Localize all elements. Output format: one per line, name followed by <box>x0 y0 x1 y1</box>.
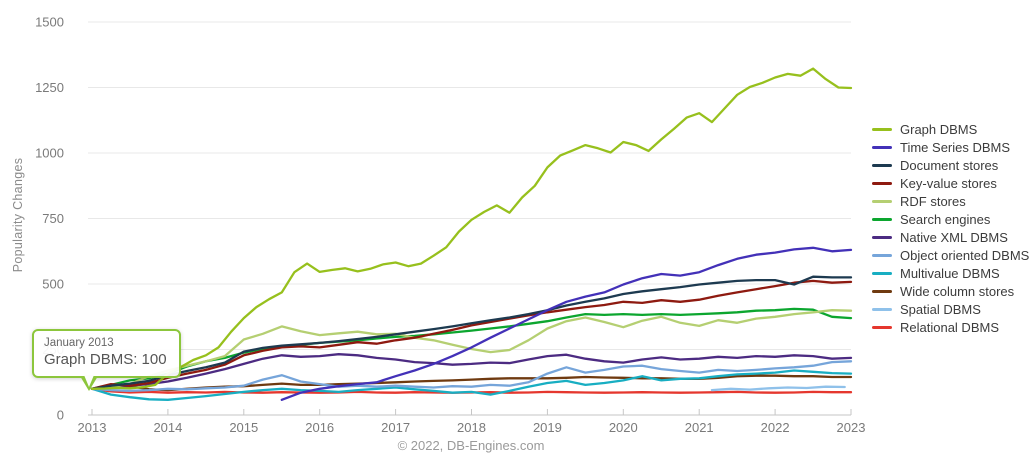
legend-item-graph-dbms[interactable]: Graph DBMS <box>872 120 1029 138</box>
series-line-graph-dbms[interactable] <box>90 67 853 390</box>
series-line-search-engines[interactable] <box>90 307 853 390</box>
legend-swatch <box>872 289 892 293</box>
x-tick-label-2023: 2023 <box>837 420 866 435</box>
copyright: © 2022, DB-Engines.com <box>397 438 545 453</box>
legend-swatch <box>872 145 892 149</box>
y-axis-title: Popularity Changes <box>11 157 25 273</box>
legend-item-time-series-dbms[interactable]: Time Series DBMS <box>872 138 1029 156</box>
x-tick-label-2016: 2016 <box>305 420 334 435</box>
legend-item-label: Document stores <box>900 157 999 173</box>
legend-item-rdf-stores[interactable]: RDF stores <box>872 192 1029 210</box>
legend-item-label: Search engines <box>900 211 991 227</box>
series-line-key-value-stores[interactable] <box>90 279 853 390</box>
x-tick-label-2021: 2021 <box>685 420 714 435</box>
legend-swatch <box>872 217 892 221</box>
tooltip: January 2013 Graph DBMS: 100 <box>32 329 181 391</box>
series-line-multivalue-dbms[interactable] <box>90 369 853 401</box>
series-line-spatial-dbms[interactable] <box>710 385 846 392</box>
legend-item-label: Relational DBMS <box>900 319 999 335</box>
y-tick-label-1000: 1000 <box>35 146 64 161</box>
legend-item-label: Time Series DBMS <box>900 139 1011 155</box>
x-tick-label-2020: 2020 <box>609 420 638 435</box>
series-line-time-series-dbms[interactable] <box>280 246 853 401</box>
y-tick-label-1250: 1250 <box>35 80 64 95</box>
legend-item-label: Wide column stores <box>900 283 1015 299</box>
legend-item-spatial-dbms[interactable]: Spatial DBMS <box>872 300 1029 318</box>
legend-swatch <box>872 199 892 203</box>
legend-item-object-oriented-dbms[interactable]: Object oriented DBMS <box>872 246 1029 264</box>
legend-item-label: Native XML DBMS <box>900 229 1008 245</box>
tooltip-value: Graph DBMS: 100 <box>44 351 167 368</box>
series-line-object-oriented-dbms[interactable] <box>90 360 853 393</box>
series-line-native-xml-dbms[interactable] <box>90 353 853 390</box>
legend-item-key-value-stores[interactable]: Key-value stores <box>872 174 1029 192</box>
legend-swatch <box>872 271 892 275</box>
legend-item-label: Object oriented DBMS <box>900 247 1030 263</box>
y-tick-label-0: 0 <box>57 408 64 423</box>
legend-swatch <box>872 307 892 311</box>
y-tick-label-1500: 1500 <box>35 15 64 30</box>
x-tick-label-2017: 2017 <box>381 420 410 435</box>
legend: Graph DBMS Time Series DBMS Document store… <box>872 120 1029 336</box>
legend-item-label: Key-value stores <box>900 175 997 191</box>
tooltip-title: January 2013 <box>44 337 114 349</box>
series-line-document-stores[interactable] <box>90 275 853 390</box>
legend-item-relational-dbms[interactable]: Relational DBMS <box>872 318 1029 336</box>
x-tick-label-2015: 2015 <box>229 420 258 435</box>
x-tick-label-2022: 2022 <box>761 420 790 435</box>
legend-item-wide-column-stores[interactable]: Wide column stores <box>872 282 1029 300</box>
x-tick-label-2013: 2013 <box>78 420 107 435</box>
legend-swatch <box>872 253 892 257</box>
series-line-rdf-stores[interactable] <box>90 309 853 390</box>
legend-swatch <box>872 127 892 131</box>
legend-item-label: Graph DBMS <box>900 121 978 137</box>
legend-swatch <box>872 163 892 167</box>
legend-swatch <box>872 181 892 185</box>
legend-item-label: Spatial DBMS <box>900 301 981 317</box>
legend-item-label: Multivalue DBMS <box>900 265 1000 281</box>
x-tick-label-2019: 2019 <box>533 420 562 435</box>
legend-swatch <box>872 325 892 329</box>
x-tick-label-2018: 2018 <box>457 420 486 435</box>
legend-item-multivalue-dbms[interactable]: Multivalue DBMS <box>872 264 1029 282</box>
x-tick-label-2014: 2014 <box>153 420 182 435</box>
legend-swatch <box>872 235 892 239</box>
y-tick-label-500: 500 <box>42 277 64 292</box>
legend-item-search-engines[interactable]: Search engines <box>872 210 1029 228</box>
legend-item-document-stores[interactable]: Document stores <box>872 156 1029 174</box>
legend-item-native-xml-dbms[interactable]: Native XML DBMS <box>872 228 1029 246</box>
y-tick-label-750: 750 <box>42 211 64 226</box>
legend-item-label: RDF stores <box>900 193 966 209</box>
